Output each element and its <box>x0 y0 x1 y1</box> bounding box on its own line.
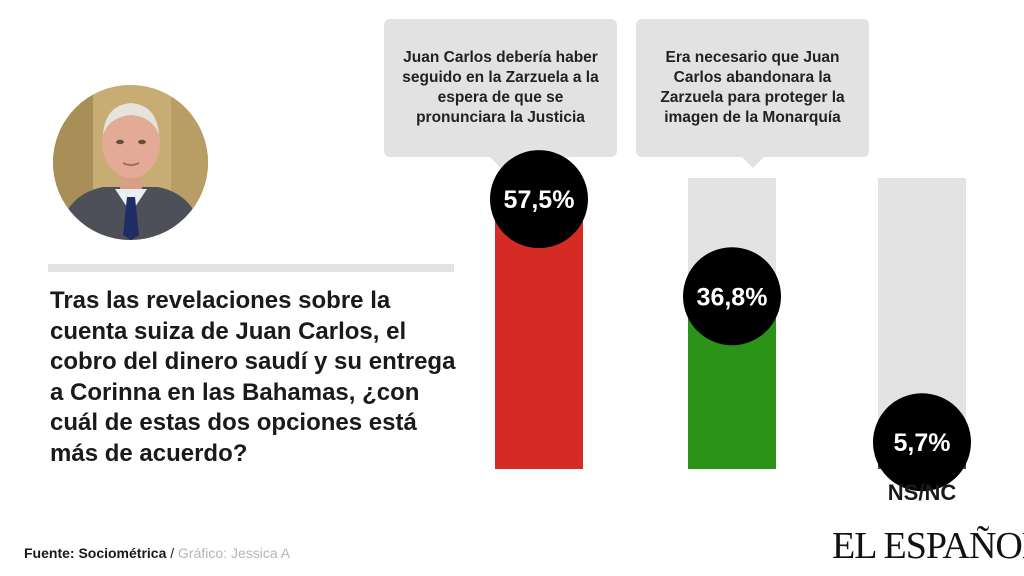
value-badge-2 <box>683 247 781 346</box>
value-label-1: 57,5% <box>504 186 575 214</box>
callout-option-1: Juan Carlos debería haber seguido en la … <box>384 19 617 168</box>
survey-question: Tras las revelaciones sobre la cuenta su… <box>50 287 456 467</box>
graphic-credit: Gráfico: Jessica A <box>178 545 291 561</box>
source-separator: / <box>166 545 179 561</box>
section-divider <box>48 264 454 272</box>
value-badge-3 <box>873 393 971 492</box>
value-badge-1 <box>490 150 588 249</box>
source-label: Fuente: Sociométrica <box>24 545 167 561</box>
brand-logo: EL ESPAÑOL <box>832 525 1024 567</box>
callout-option-2: Era necesario que Juan Carlos abandonara… <box>636 19 869 168</box>
value-label-3: 5,7% <box>894 429 951 457</box>
category-label-nsnc: NS/NC <box>887 480 957 505</box>
value-label-2: 36,8% <box>697 283 768 311</box>
source-note: Fuente: Sociométrica / Gráfico: Jessica … <box>24 545 290 561</box>
